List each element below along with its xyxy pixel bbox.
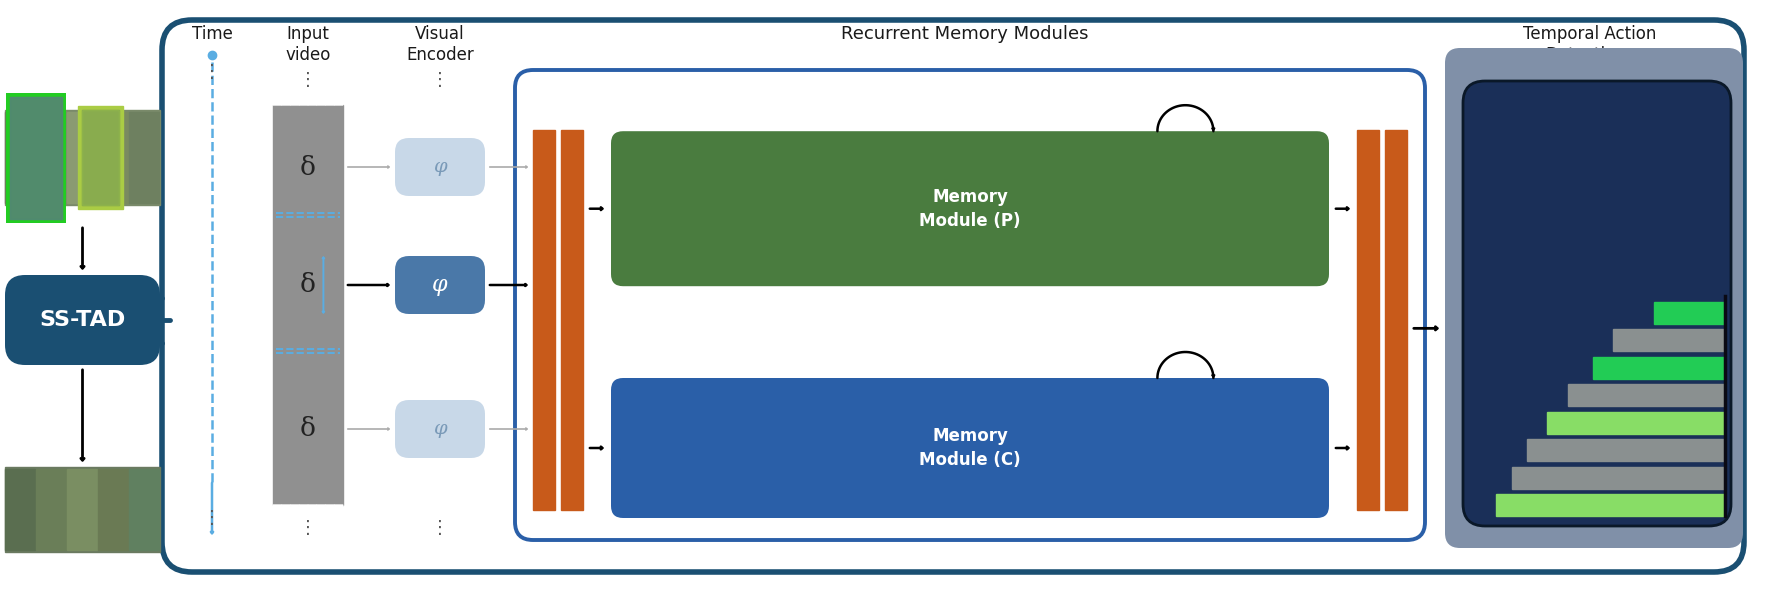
- Text: Recurrent Memory Modules: Recurrent Memory Modules: [842, 25, 1089, 43]
- FancyBboxPatch shape: [394, 256, 484, 314]
- Polygon shape: [308, 505, 316, 518]
- Polygon shape: [299, 505, 308, 518]
- Bar: [81, 110, 118, 205]
- Text: Memory
Module (C): Memory Module (C): [919, 427, 1020, 469]
- Bar: [5, 469, 35, 550]
- Text: ⋮: ⋮: [431, 519, 449, 537]
- Polygon shape: [272, 505, 281, 518]
- Bar: [1653, 301, 1726, 323]
- Text: δ: δ: [301, 273, 316, 297]
- Text: Time: Time: [191, 25, 232, 43]
- Polygon shape: [290, 505, 299, 518]
- FancyBboxPatch shape: [612, 378, 1330, 518]
- Bar: [1528, 439, 1726, 461]
- Text: Memory
Module (P): Memory Module (P): [919, 188, 1020, 230]
- FancyBboxPatch shape: [163, 20, 1743, 572]
- Bar: [1384, 130, 1407, 510]
- Polygon shape: [290, 92, 299, 105]
- Text: ⋮: ⋮: [203, 509, 221, 527]
- Bar: [67, 469, 97, 550]
- Polygon shape: [316, 505, 325, 518]
- Text: SS-TAD: SS-TAD: [39, 310, 126, 330]
- Text: ⋮: ⋮: [431, 71, 449, 89]
- Text: δ: δ: [301, 155, 316, 179]
- Bar: [5, 110, 159, 205]
- Bar: [1496, 494, 1726, 516]
- Polygon shape: [281, 505, 290, 518]
- Text: Visual
Encoder: Visual Encoder: [407, 25, 474, 64]
- Text: δ: δ: [301, 417, 316, 441]
- Bar: [5, 93, 65, 223]
- Text: Temporal Action
Detections: Temporal Action Detections: [1524, 25, 1657, 64]
- Bar: [1358, 130, 1379, 510]
- Bar: [1512, 467, 1726, 489]
- Polygon shape: [281, 92, 290, 105]
- Text: φ: φ: [433, 158, 447, 176]
- FancyBboxPatch shape: [5, 275, 159, 365]
- FancyBboxPatch shape: [394, 400, 484, 458]
- Text: ⋮: ⋮: [203, 63, 221, 81]
- Bar: [5, 467, 159, 552]
- Bar: [5, 112, 35, 203]
- Bar: [1547, 411, 1726, 434]
- Bar: [1593, 356, 1726, 379]
- Bar: [560, 130, 583, 510]
- Bar: [1612, 329, 1726, 351]
- FancyBboxPatch shape: [514, 70, 1425, 540]
- Bar: [1568, 384, 1726, 406]
- Polygon shape: [308, 92, 316, 105]
- Polygon shape: [316, 92, 325, 105]
- Bar: [129, 112, 159, 203]
- FancyBboxPatch shape: [394, 138, 484, 196]
- Polygon shape: [325, 505, 334, 518]
- FancyBboxPatch shape: [1444, 48, 1743, 548]
- FancyBboxPatch shape: [1462, 81, 1731, 526]
- Bar: [67, 112, 97, 203]
- Bar: [532, 130, 555, 510]
- Text: ⋮: ⋮: [299, 71, 316, 89]
- Bar: [129, 469, 159, 550]
- Bar: [81, 110, 118, 205]
- Text: ⋮: ⋮: [299, 519, 316, 537]
- Bar: [35, 469, 65, 550]
- Bar: [78, 106, 124, 209]
- Bar: [272, 105, 343, 505]
- Polygon shape: [334, 92, 343, 105]
- Text: φ: φ: [431, 274, 447, 296]
- Text: Input
video: Input video: [285, 25, 331, 64]
- Bar: [11, 97, 62, 219]
- FancyBboxPatch shape: [612, 131, 1330, 286]
- Bar: [97, 469, 127, 550]
- Polygon shape: [334, 505, 343, 518]
- Bar: [97, 112, 127, 203]
- Polygon shape: [325, 92, 334, 105]
- Polygon shape: [272, 92, 281, 105]
- Text: φ: φ: [433, 420, 447, 438]
- Bar: [35, 112, 65, 203]
- Bar: [11, 97, 62, 219]
- Polygon shape: [299, 92, 308, 105]
